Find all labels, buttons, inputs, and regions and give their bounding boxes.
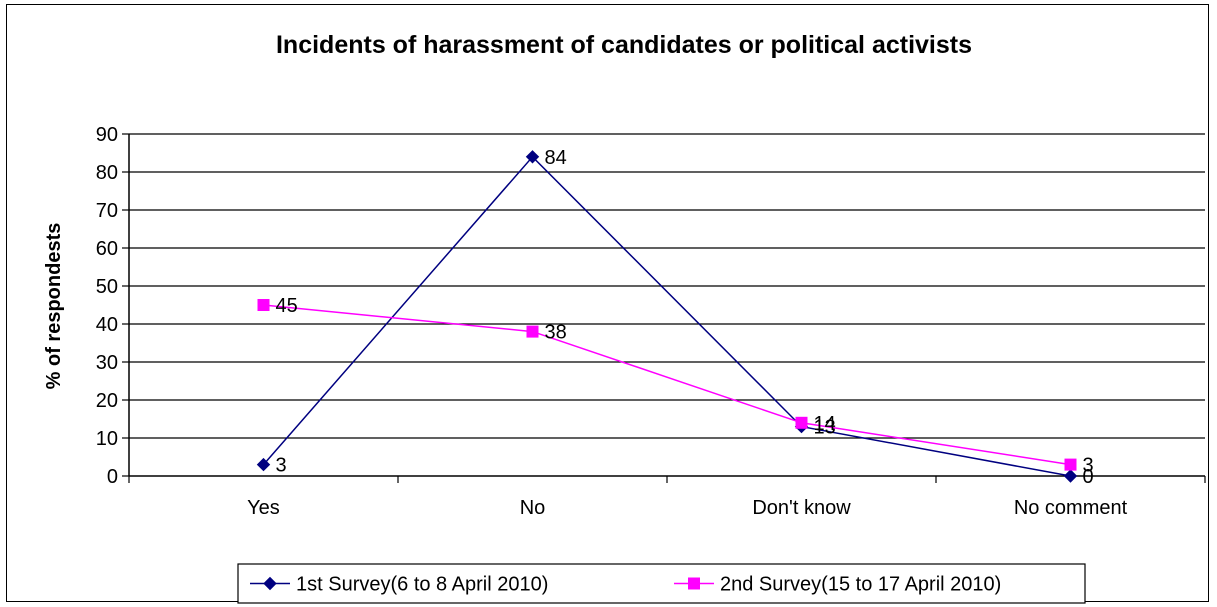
data-label: 45: [276, 295, 298, 317]
y-tick-label: 40: [96, 314, 118, 336]
x-tick-label: No: [520, 497, 546, 519]
data-label: 0: [1083, 466, 1094, 488]
y-tick-label: 60: [96, 238, 118, 260]
legend-marker: [263, 576, 277, 591]
legend-label: 2nd Survey(15 to 17 April 2010): [720, 574, 1001, 596]
y-tick-label: 20: [96, 390, 118, 412]
data-point: [256, 457, 271, 472]
data-label: 84: [545, 147, 567, 169]
data-label: 3: [1083, 455, 1094, 477]
y-axis-label: % of respondests: [43, 223, 65, 390]
series-1: 3 84 13 0: [256, 147, 1094, 488]
data-point: [1064, 458, 1077, 471]
series-group: 3 84 13 0 45 38 14 3: [256, 147, 1094, 488]
data-point: [795, 416, 808, 429]
x-tick-label: Yes: [247, 497, 280, 519]
data-label: 13: [814, 417, 836, 439]
y-tick-label: 0: [107, 466, 118, 488]
data-label: 14: [814, 413, 836, 435]
chart-frame: [6, 4, 1209, 602]
legend-box: [237, 563, 1086, 604]
legend-marker: [688, 577, 700, 590]
chart-title: Incidents of harassment of candidates or…: [276, 31, 972, 59]
data-point: [526, 325, 539, 338]
legend-label: 1st Survey(6 to 8 April 2010): [296, 574, 548, 596]
data-point: [1063, 469, 1078, 483]
series-line: [263, 304, 1071, 466]
y-tick-label: 70: [96, 200, 118, 222]
data-point: [257, 299, 270, 311]
y-tick-label: 80: [96, 162, 118, 184]
series-2: 45 38 14 3: [257, 295, 1094, 477]
gridlines: [129, 133, 1205, 439]
legend-entry-2: 2nd Survey(15 to 17 April 2010): [674, 574, 1001, 596]
series-line: [262, 155, 1071, 477]
x-tick-label: Don't know: [752, 497, 851, 519]
data-point: [525, 150, 540, 164]
y-tick-label: 30: [96, 352, 118, 374]
x-tick-label: No comment: [1014, 497, 1128, 519]
y-tick-label: 90: [96, 124, 118, 146]
y-tick-label: 50: [96, 276, 118, 298]
data-label: 38: [545, 322, 567, 344]
legend-entry-1: 1st Survey(6 to 8 April 2010): [250, 574, 548, 596]
legend: 1st Survey(6 to 8 April 2010) 2nd Survey(…: [237, 563, 1086, 604]
data-label: 3: [276, 455, 287, 477]
y-tick-label: 10: [96, 428, 118, 450]
